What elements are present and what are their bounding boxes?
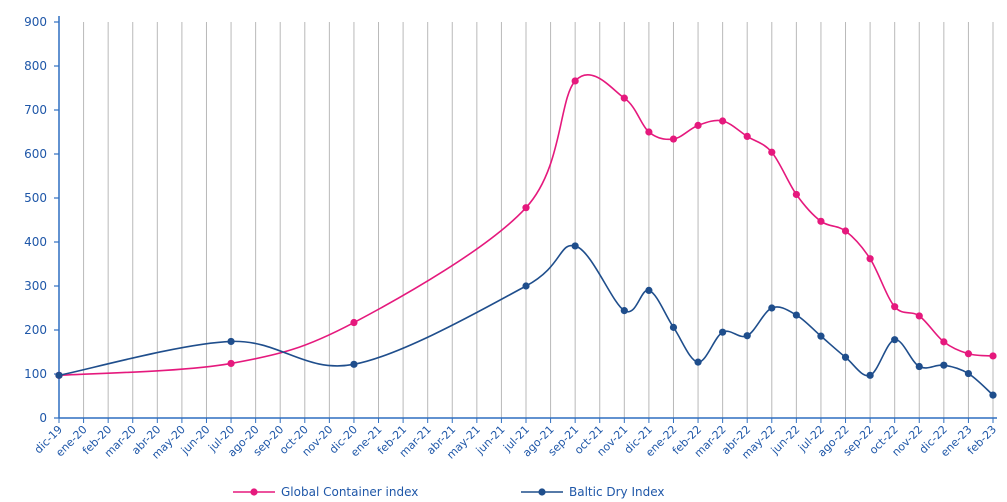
data-point <box>866 255 874 263</box>
legend-marker <box>250 488 258 496</box>
data-point <box>227 337 235 346</box>
y-tick-label: 300 <box>24 279 47 293</box>
data-point <box>891 303 899 311</box>
data-point <box>350 318 358 327</box>
data-point <box>817 332 825 340</box>
y-tick-label: 400 <box>24 235 47 249</box>
data-point <box>915 362 923 371</box>
series-points <box>55 77 997 399</box>
data-point <box>350 360 358 368</box>
data-point <box>719 328 727 336</box>
data-point <box>571 77 579 85</box>
data-point <box>694 121 702 129</box>
data-point <box>891 336 899 344</box>
data-point <box>571 242 579 250</box>
data-point <box>841 353 850 361</box>
legend-label: Baltic Dry Index <box>569 485 665 499</box>
legend-label: Global Container index <box>281 485 418 499</box>
y-tick-label: 900 <box>24 15 47 29</box>
axes <box>54 16 997 423</box>
data-point <box>940 338 948 346</box>
y-tick-labels: 0 100 200 300 400 500 600 700 800 900 <box>24 15 47 425</box>
y-tick-label: 800 <box>24 59 47 73</box>
y-tick-label: 700 <box>24 103 47 117</box>
data-point <box>768 304 776 312</box>
legend-marker <box>538 488 546 496</box>
data-point <box>768 148 776 156</box>
data-point <box>964 350 973 358</box>
data-point <box>227 359 235 368</box>
data-point <box>915 312 923 320</box>
data-point <box>669 135 678 143</box>
data-point <box>792 311 800 319</box>
data-point <box>694 358 702 366</box>
data-point <box>669 323 678 331</box>
data-point <box>841 227 850 235</box>
y-tick-label: 600 <box>24 147 47 161</box>
grid <box>83 22 994 418</box>
data-point <box>620 307 628 315</box>
data-point <box>620 94 628 102</box>
data-point <box>817 217 825 225</box>
data-point <box>719 117 727 125</box>
data-point <box>645 128 653 136</box>
data-point <box>989 352 997 360</box>
y-tick-label: 200 <box>24 323 47 337</box>
data-point <box>964 369 973 378</box>
data-point <box>743 332 751 340</box>
y-tick-label: 0 <box>39 411 47 425</box>
y-tick-label: 500 <box>24 191 47 205</box>
data-point <box>940 361 948 369</box>
x-tick-labels: dic-19ene-20feb-20mar-20abr-20may-20jun-… <box>32 423 999 462</box>
data-point <box>792 190 800 199</box>
data-point <box>522 204 530 212</box>
data-point <box>743 132 751 140</box>
legend: Global Container index Baltic Dry Index <box>233 485 665 499</box>
data-point <box>645 286 653 294</box>
data-point <box>522 282 530 290</box>
y-tick-label: 100 <box>24 367 47 381</box>
data-point <box>989 391 997 399</box>
data-point <box>55 371 63 379</box>
data-point <box>866 371 874 379</box>
